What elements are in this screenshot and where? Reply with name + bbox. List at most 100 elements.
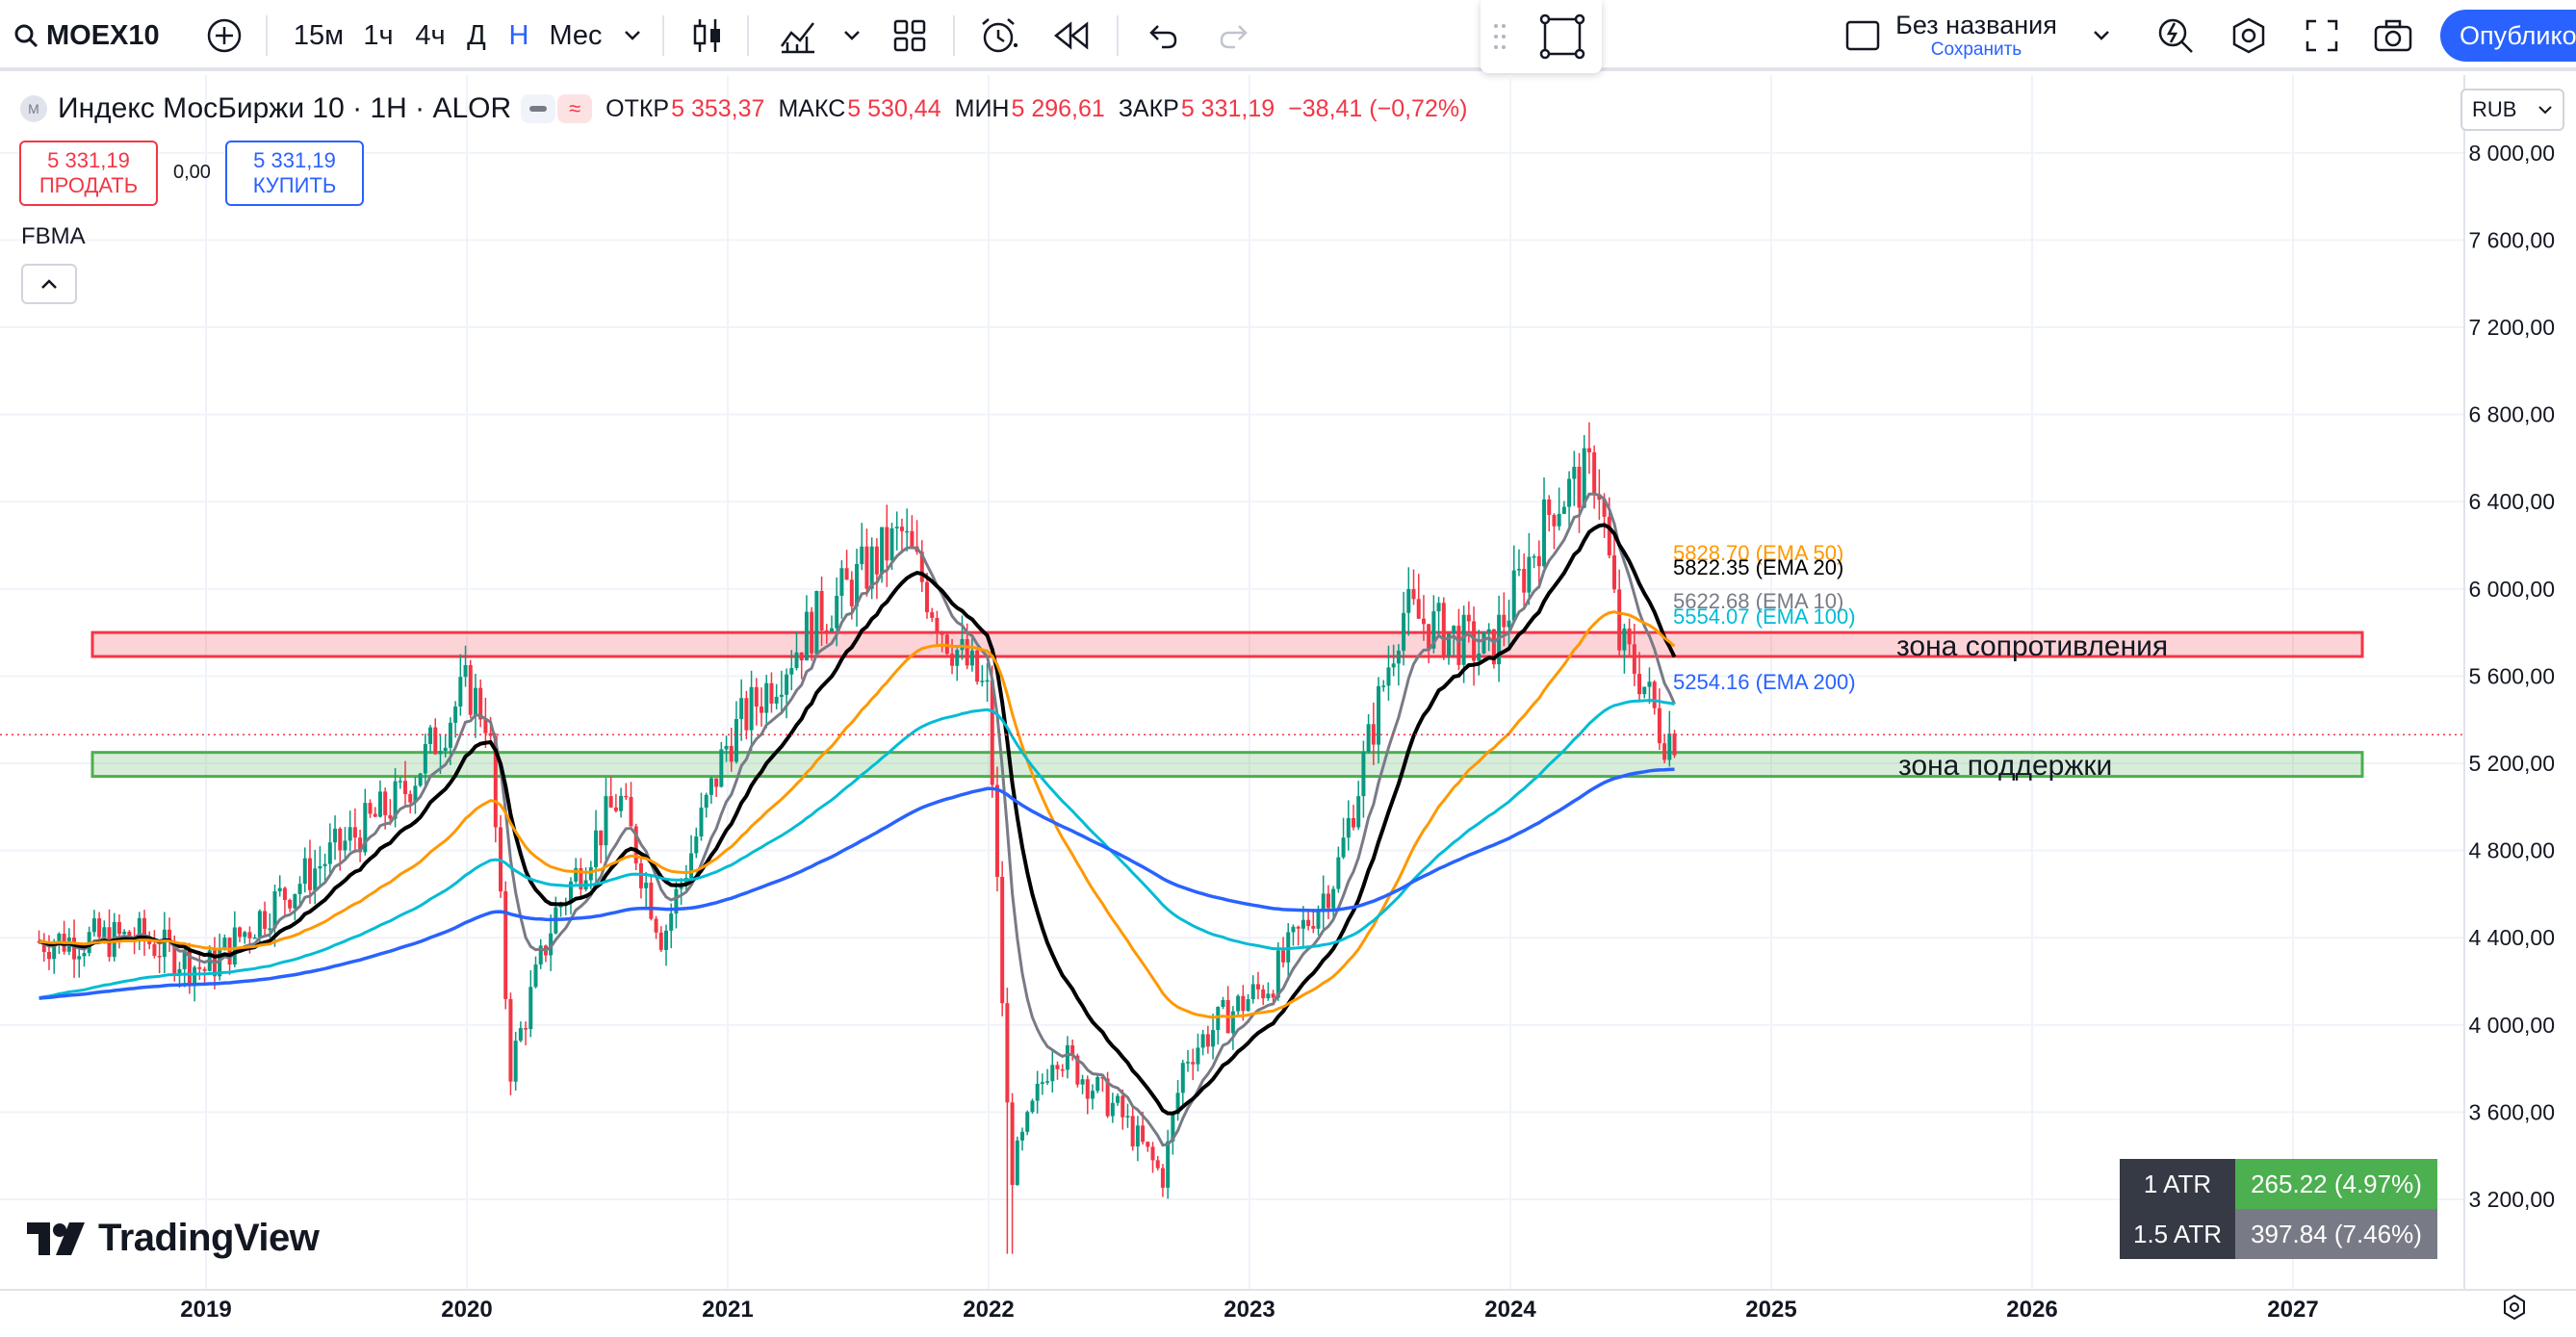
candle-body [714, 778, 719, 787]
ema-line-20 [39, 523, 1677, 1116]
indicators-dropdown[interactable] [836, 0, 868, 71]
interval-week[interactable]: Н [508, 19, 529, 51]
chevron-up-icon [41, 279, 57, 289]
compare-symbol-button[interactable] [198, 0, 250, 71]
candle-body [327, 842, 332, 864]
candle-body [594, 830, 599, 867]
interval-dropdown[interactable] [616, 0, 649, 71]
ema-value-label: 5554.07 (EMA 100) [1673, 604, 1856, 629]
resistance-zone[interactable] [90, 630, 2364, 658]
legend-hide-button[interactable] [521, 94, 556, 123]
undo-button[interactable] [1136, 0, 1188, 71]
chart-type-button[interactable] [683, 0, 732, 71]
interval-15m[interactable]: 15м [293, 19, 345, 51]
candle-body [478, 687, 483, 720]
quick-search-button[interactable] [2149, 0, 2202, 71]
price-tick-label: 7 200,00 [2468, 315, 2555, 340]
layout-name-button[interactable]: Без названия Сохранить [1837, 0, 2116, 71]
sell-label: ПРОДАТЬ [39, 173, 139, 197]
high-value: 5 530,44 [847, 94, 941, 122]
currency-select[interactable]: RUB [2460, 89, 2564, 131]
candle-body [172, 941, 177, 975]
rectangle-tool-icon[interactable] [1538, 13, 1586, 61]
candle-body [1592, 451, 1597, 495]
candle-body [297, 884, 302, 894]
candle-body [734, 719, 738, 762]
candles-icon [693, 19, 720, 52]
candle-body [142, 917, 147, 940]
candle-body [46, 952, 51, 960]
fullscreen-button[interactable] [2295, 0, 2349, 71]
candle-body [1617, 589, 1622, 651]
indicator-name[interactable]: FBMA [21, 223, 86, 249]
layout-select-checkbox[interactable] [1833, 0, 1893, 71]
drag-handle-icon[interactable] [1490, 20, 1509, 53]
candle-body [102, 927, 107, 938]
publish-button[interactable]: Опублико [2440, 10, 2576, 62]
candle-body [1186, 1062, 1191, 1064]
price-chart[interactable]: 5 331,19 5828.70 (EMA 50)5822.35 (EMA 20)… [0, 75, 2576, 1337]
candle-body [930, 612, 935, 618]
time-tick-label: 2019 [180, 1297, 231, 1323]
candle-body [1250, 984, 1255, 1000]
time-tick-label: 2025 [1745, 1297, 1796, 1323]
ema-line-200 [39, 767, 1675, 1000]
candle-body [824, 630, 829, 632]
legend-title[interactable]: Индекс МосБиржи 10 · 1Н · ALOR [58, 92, 512, 124]
interval-day[interactable]: Д [467, 19, 486, 51]
candle-body [729, 745, 734, 762]
low-value: 5 296,61 [1011, 94, 1105, 122]
candle-body [1421, 618, 1426, 625]
tradingview-logo[interactable]: TradingView [27, 1217, 320, 1260]
candle-body [352, 827, 357, 838]
replay-button[interactable] [1045, 0, 1097, 71]
candle-body [1230, 1011, 1235, 1034]
symbol-name: MOEX10 [46, 19, 160, 51]
support-zone[interactable] [90, 751, 2364, 779]
layouts-button[interactable] [884, 0, 936, 71]
axis-settings-icon[interactable] [2504, 1294, 2525, 1321]
interval-1h[interactable]: 1ч [363, 19, 394, 51]
candle-body [950, 654, 955, 666]
low-label: МИН [954, 94, 1010, 122]
interval-month[interactable]: Мес [549, 19, 603, 51]
open-value: 5 353,37 [671, 94, 765, 122]
indicators-button[interactable] [772, 0, 824, 71]
candle-body [905, 530, 910, 533]
candle-body [438, 751, 443, 755]
candle-body [1472, 621, 1477, 661]
symbol-search[interactable]: MOEX10 [13, 0, 177, 71]
candle-body [1507, 620, 1511, 628]
candle-body [1005, 1003, 1010, 1103]
settings-button[interactable] [2222, 0, 2276, 71]
buy-button[interactable]: 5 331,19 КУПИТЬ [225, 141, 364, 206]
candle-body [919, 552, 924, 582]
candle-body [1301, 919, 1305, 929]
candle-body [704, 794, 708, 809]
candle-body [1266, 993, 1271, 999]
high-label: МАКС [778, 94, 846, 122]
candle-body [1647, 681, 1652, 687]
layout-dropdown[interactable] [2085, 0, 2118, 71]
candle-body [182, 949, 187, 969]
collapse-indicators-button[interactable] [21, 264, 77, 304]
candle-body [774, 696, 779, 704]
candle-body [1105, 1078, 1110, 1117]
candle-body [1572, 466, 1577, 479]
candle-body [669, 913, 674, 931]
legend-approx-icon[interactable]: ≈ [557, 94, 593, 123]
ema-value-label: 5254.16 (EMA 200) [1673, 670, 1856, 694]
toolbar-divider [953, 15, 955, 56]
candle-body [343, 840, 348, 851]
candle-body [664, 930, 669, 950]
candle-body [568, 881, 573, 903]
interval-4h[interactable]: 4ч [415, 19, 446, 51]
candle-body [1561, 506, 1566, 514]
redo-button[interactable] [1209, 0, 1261, 71]
sell-button[interactable]: 5 331,19 ПРОДАТЬ [19, 141, 158, 206]
candle-body [1316, 909, 1321, 929]
candle-body [980, 681, 985, 682]
candle-body [864, 546, 869, 589]
alert-button[interactable] [972, 0, 1026, 71]
snapshot-button[interactable] [2366, 0, 2420, 71]
